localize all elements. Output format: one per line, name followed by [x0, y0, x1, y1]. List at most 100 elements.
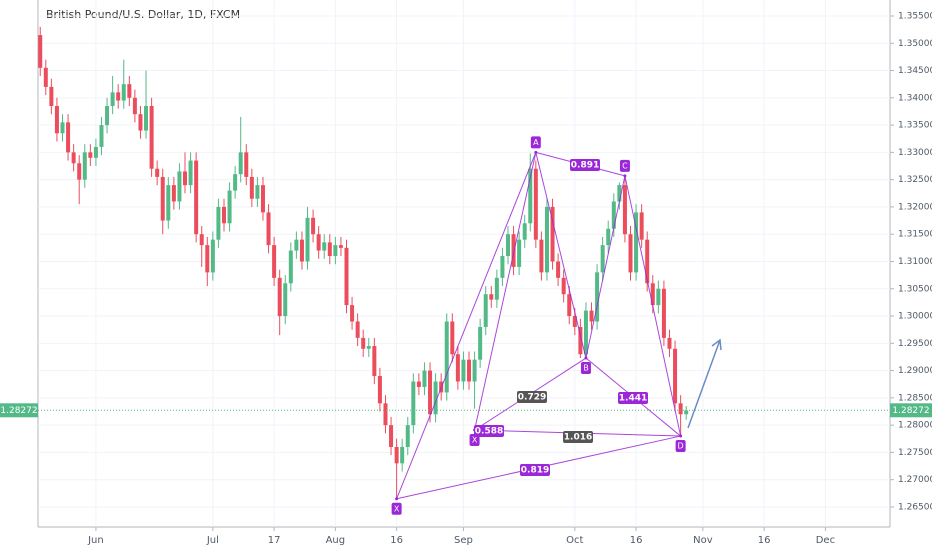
ratio-tag [474, 425, 504, 437]
candle-body [556, 261, 561, 278]
candle-body [194, 160, 199, 235]
candle-body [472, 359, 477, 382]
candle-body [49, 86, 54, 107]
candle-body [544, 206, 549, 273]
candle-body [467, 359, 472, 382]
candle-body [188, 160, 193, 186]
x-tick-label: Jun [87, 535, 104, 546]
candle-body [294, 239, 299, 251]
candle-body [600, 245, 605, 273]
candle-body [489, 294, 494, 300]
candle-body [71, 152, 76, 164]
ratio-label: 0.588 [475, 427, 503, 437]
candle-body [639, 212, 644, 240]
pattern-point-tag [530, 136, 541, 149]
candle-body [394, 446, 399, 464]
y-tick-label: 1.33500 [898, 121, 932, 131]
candle-body [82, 152, 87, 180]
pattern-point-label: A [533, 138, 539, 147]
x-tick-label: Oct [566, 535, 583, 546]
pattern-point-label: X [472, 436, 478, 445]
last-price-tag [0, 403, 38, 418]
candle-body [595, 272, 600, 322]
candle-body [673, 348, 678, 404]
candle-body [511, 234, 516, 267]
pattern-point-tag [391, 502, 402, 515]
candle-body [455, 354, 460, 382]
candle-body [366, 346, 371, 349]
candle-body [650, 283, 655, 306]
pattern-point-label: X [394, 504, 400, 513]
candle-body [500, 256, 505, 278]
candle-body [617, 185, 622, 202]
candle-body [622, 185, 627, 235]
pattern-point [623, 174, 627, 178]
candle-body [288, 250, 293, 284]
pattern-point-tag [619, 159, 630, 172]
candle-body [171, 185, 176, 202]
candle-body [283, 283, 288, 317]
candle-body [238, 152, 243, 175]
candle-body [127, 84, 132, 98]
candle-body [88, 152, 93, 158]
candle-body [216, 206, 221, 240]
candle-body [361, 337, 366, 349]
candle-body [606, 228, 611, 246]
candle-body [611, 201, 616, 229]
candle-body [539, 239, 544, 273]
x-tick-label: Dec [816, 535, 835, 546]
candle-body [661, 288, 666, 338]
candle-body [121, 84, 126, 101]
ratio-tag [520, 464, 550, 476]
candle-body [205, 245, 210, 273]
candle-body [77, 163, 82, 180]
candle-body [116, 92, 121, 101]
y-tick-label: 1.30000 [898, 312, 932, 322]
x-tick-label: 16 [390, 535, 403, 546]
y-tick-label: 1.27500 [898, 448, 932, 458]
candle-body [572, 316, 577, 327]
candle-body [433, 381, 438, 415]
candle-body [93, 146, 98, 158]
pattern-line [474, 152, 537, 431]
candle-body [210, 239, 215, 273]
pattern-point [679, 434, 683, 438]
ratio-label: 1.016 [564, 433, 592, 443]
candle-body [277, 277, 282, 317]
candle-body [338, 245, 343, 248]
candle-body [344, 247, 349, 306]
y-tick-label: 1.32500 [898, 175, 932, 185]
pattern-point-tag [675, 440, 686, 453]
candle-body [255, 185, 260, 199]
candle-body [316, 234, 321, 251]
candle-body [333, 245, 338, 257]
candle-body [372, 346, 377, 377]
candle-body [54, 106, 59, 134]
candle-body [160, 176, 165, 221]
candle-body [60, 122, 65, 134]
x-tick-label: Aug [326, 535, 346, 546]
candle-body [505, 234, 510, 257]
candle-body [656, 288, 661, 306]
y-tick-label: 1.28500 [898, 393, 932, 403]
ratio-label: 0.729 [518, 393, 546, 403]
pattern-line [396, 152, 537, 499]
candle-body [411, 381, 416, 426]
x-tick-label: Nov [693, 535, 713, 546]
candle-body [138, 114, 143, 131]
y-tick-label: 1.27000 [898, 475, 932, 485]
ratio-tag [618, 392, 648, 404]
pattern-point-label: B [583, 364, 589, 373]
ratio-label: 0.819 [521, 466, 549, 476]
pattern-point-tag [469, 434, 480, 447]
candle-body [227, 190, 232, 224]
ratio-tag [570, 159, 600, 171]
last-price-label: 1.28272 [0, 406, 37, 416]
ratio-tag [563, 431, 593, 443]
candle-body [533, 168, 538, 240]
last-price-label: 1.28272 [892, 406, 929, 416]
y-tick-label: 1.29000 [898, 366, 932, 376]
y-tick-label: 1.30500 [898, 284, 932, 294]
candle-body [132, 97, 137, 115]
candle-body [678, 403, 683, 415]
